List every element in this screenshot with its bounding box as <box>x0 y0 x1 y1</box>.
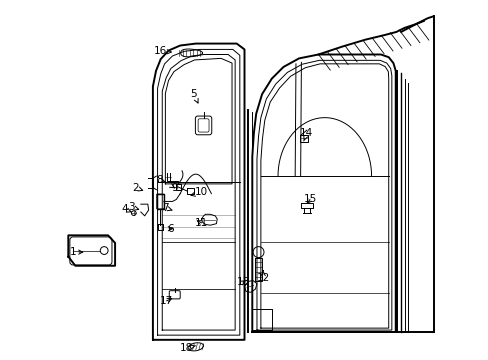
Text: 2: 2 <box>132 183 142 193</box>
Text: 14: 14 <box>300 128 313 141</box>
Text: 4: 4 <box>121 204 131 214</box>
Text: 13: 13 <box>236 277 249 287</box>
Text: 3: 3 <box>128 202 139 212</box>
Text: 8: 8 <box>156 175 165 185</box>
Text: 5: 5 <box>190 89 198 103</box>
Text: 6: 6 <box>167 224 173 234</box>
Text: 18: 18 <box>179 343 195 354</box>
Text: 9: 9 <box>169 183 177 193</box>
Text: 1: 1 <box>69 247 82 257</box>
Text: 12: 12 <box>256 270 269 283</box>
Text: 16: 16 <box>154 46 171 57</box>
Text: 7: 7 <box>162 203 172 213</box>
Text: 10: 10 <box>191 188 208 198</box>
Text: 11: 11 <box>195 218 208 228</box>
Text: 15: 15 <box>303 194 316 204</box>
Text: 17: 17 <box>160 296 173 306</box>
